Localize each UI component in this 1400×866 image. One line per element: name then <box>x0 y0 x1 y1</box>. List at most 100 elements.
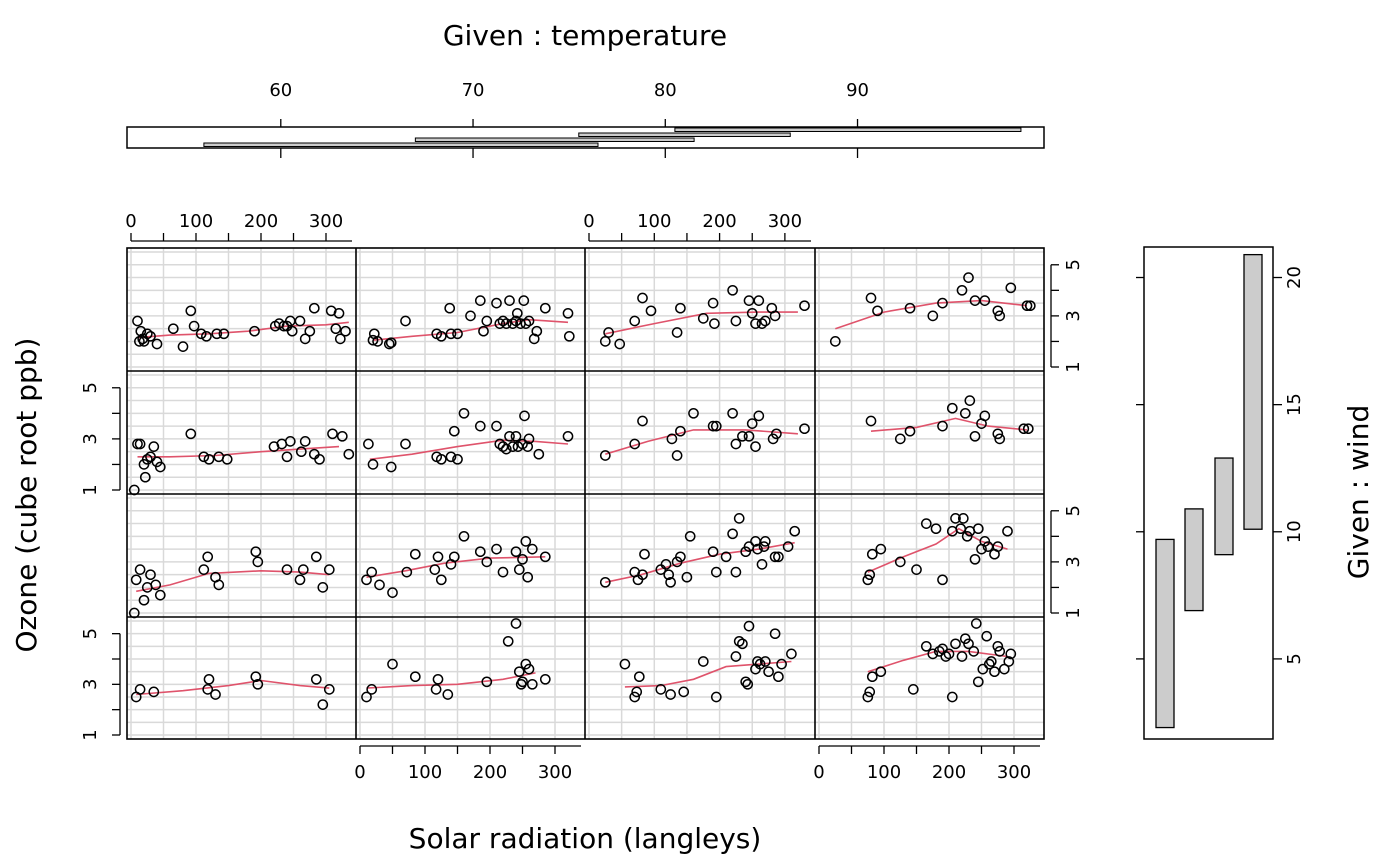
data-point <box>281 451 293 463</box>
data-point <box>599 336 611 347</box>
data-point <box>134 684 146 695</box>
data-point <box>904 425 916 437</box>
data-point <box>750 441 761 452</box>
data-point <box>334 333 346 345</box>
y-axis-row0-right: 1 3 5 <box>1050 259 1084 373</box>
data-point <box>927 648 939 660</box>
data-point <box>185 305 197 317</box>
data-point <box>865 415 877 427</box>
x-tick-label: 200 <box>932 762 966 783</box>
smooth-line <box>605 429 798 455</box>
data-point <box>956 284 968 296</box>
x-tick-label: 300 <box>309 211 343 232</box>
data-point <box>875 666 887 678</box>
data-point <box>400 438 411 450</box>
data-point <box>753 295 765 306</box>
data-point <box>526 543 538 555</box>
data-point <box>998 663 1010 675</box>
panel-data-r1-c2 <box>599 407 810 461</box>
data-point <box>1003 656 1015 667</box>
data-point <box>862 574 874 586</box>
data-point <box>866 548 878 560</box>
y-tick-label: 3 <box>80 433 101 444</box>
data-point <box>504 430 515 442</box>
temperature-tick-label: 60 <box>269 80 292 101</box>
data-point <box>134 438 146 450</box>
data-point <box>727 284 738 296</box>
wind-tick-label: 5 <box>1284 653 1305 664</box>
data-point <box>637 569 648 581</box>
data-point <box>132 315 143 327</box>
y-tick-label: 1 <box>80 484 101 495</box>
data-point <box>504 295 515 306</box>
data-point <box>946 691 958 703</box>
data-point <box>432 673 444 685</box>
data-point <box>743 620 755 632</box>
data-point <box>286 325 298 337</box>
data-point <box>520 536 532 547</box>
data-point <box>314 453 325 465</box>
chart-title: Given : temperature <box>443 19 727 52</box>
data-point <box>697 656 709 667</box>
temperature-tick-label: 80 <box>654 80 677 101</box>
data-point <box>400 315 411 327</box>
data-point <box>769 628 781 640</box>
data-point <box>294 574 306 586</box>
data-point <box>494 438 506 450</box>
data-point <box>432 551 444 563</box>
data-point <box>759 536 771 547</box>
data-point <box>198 451 210 463</box>
data-point <box>361 574 372 586</box>
data-point <box>278 320 290 332</box>
panel-data-r2-c3 <box>862 513 1013 586</box>
data-point <box>631 686 643 698</box>
data-point <box>937 297 948 309</box>
x-tick-label: 100 <box>867 762 901 783</box>
data-point <box>202 551 214 563</box>
x-tick-label: 100 <box>179 211 213 232</box>
smooth-line <box>835 299 1028 330</box>
data-point <box>308 302 320 314</box>
data-point <box>203 673 215 685</box>
wind-interval-bar <box>1243 253 1263 530</box>
panel-r3-c1 <box>356 617 585 739</box>
smooth-line <box>867 650 1008 673</box>
data-point <box>385 337 397 349</box>
data-point <box>599 450 611 461</box>
data-point <box>148 441 160 452</box>
data-point <box>203 453 215 465</box>
data-point <box>145 569 156 581</box>
data-point <box>363 438 374 450</box>
x-tick-label: 200 <box>702 211 736 232</box>
temperature-interval-bar <box>578 132 791 137</box>
data-point <box>786 648 797 660</box>
data-point <box>866 671 878 683</box>
data-point <box>904 302 916 314</box>
x-tick-label: 100 <box>408 762 442 783</box>
temperature-interval-bar <box>203 142 599 147</box>
panel-data-r3-c1 <box>361 618 551 703</box>
data-point <box>629 315 641 327</box>
y-tick-label: 5 <box>1063 505 1084 516</box>
data-point <box>862 691 874 703</box>
data-point <box>920 640 932 652</box>
smooth-line <box>136 569 330 593</box>
data-point <box>340 325 351 337</box>
data-point <box>448 425 460 437</box>
data-point <box>500 443 512 455</box>
data-point <box>754 658 766 670</box>
data-point <box>562 430 574 442</box>
panel-r3-c0 <box>127 617 356 739</box>
data-point <box>733 635 745 647</box>
data-point <box>317 582 329 593</box>
x-tick-label: 100 <box>637 211 671 232</box>
data-point <box>671 327 683 338</box>
data-point <box>523 315 535 327</box>
data-point <box>752 656 763 667</box>
wind-interval-bar <box>1184 508 1204 612</box>
data-point <box>435 574 447 586</box>
data-point <box>252 556 264 568</box>
data-point <box>367 334 379 346</box>
data-point <box>730 566 742 578</box>
data-point <box>327 428 338 440</box>
